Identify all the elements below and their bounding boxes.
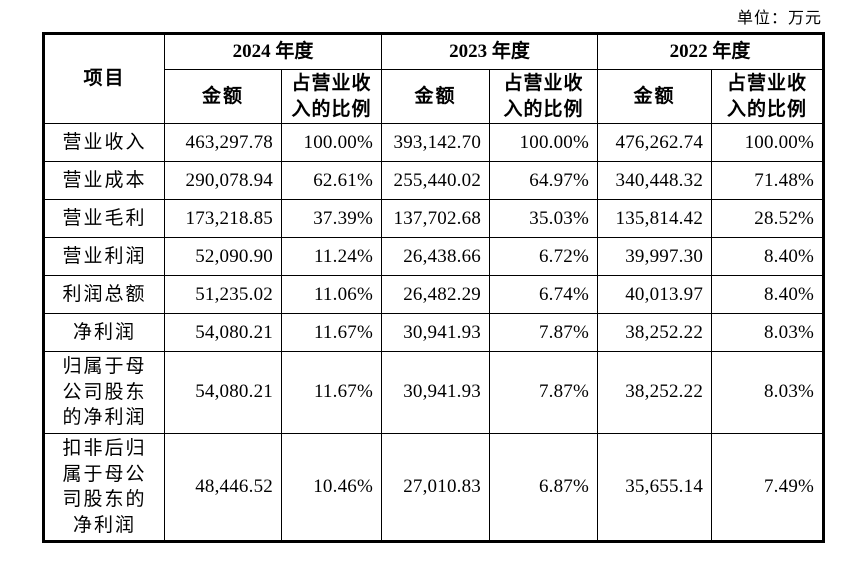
row-label: 扣非后归 属于母公 司股东的 净利润 [43,432,165,543]
year-header-2022: 2022 年度 [597,33,825,70]
ratio-cell: 11.67% [280,351,383,434]
row-label: 归属于母 公司股东 的净利润 [43,351,165,434]
row-label: 净利润 [43,313,165,352]
amount-cell: 26,482.29 [381,275,491,314]
table-row: 营业成本 290,078.94 62.61% 255,440.02 64.97%… [43,161,825,200]
table-row: 营业毛利 173,218.85 37.39% 137,702.68 35.03%… [43,199,825,238]
ratio-cell: 8.03% [711,313,825,352]
ratio-cell: 71.48% [711,161,825,200]
row-label: 营业利润 [43,237,165,276]
ratio-cell: 100.00% [280,123,383,162]
row-label: 利润总额 [43,275,165,314]
amount-cell: 173,218.85 [164,199,282,238]
table-row: 营业收入 463,297.78 100.00% 393,142.70 100.0… [43,123,825,162]
ratio-cell: 7.87% [489,313,599,352]
ratio-cell: 10.46% [280,432,383,543]
amount-cell: 54,080.21 [164,351,282,434]
ratio-cell: 64.97% [489,161,599,200]
amount-cell: 26,438.66 [381,237,491,276]
ratio-cell: 8.03% [711,351,825,434]
ratio-cell: 100.00% [489,123,599,162]
row-label: 营业成本 [43,161,165,200]
amount-cell: 463,297.78 [164,123,282,162]
ratio-header-2023: 占营业收 入的比例 [489,69,599,124]
ratio-header-2024: 占营业收 入的比例 [280,69,383,124]
amount-cell: 38,252.22 [597,351,713,434]
amount-cell: 48,446.52 [164,432,282,543]
amount-cell: 30,941.93 [381,351,491,434]
amount-cell: 38,252.22 [597,313,713,352]
ratio-cell: 11.24% [280,237,383,276]
amount-cell: 393,142.70 [381,123,491,162]
ratio-cell: 37.39% [280,199,383,238]
table-row: 扣非后归 属于母公 司股东的 净利润 48,446.52 10.46% 27,0… [43,432,825,543]
amount-header-2022: 金额 [597,69,713,124]
ratio-cell: 6.74% [489,275,599,314]
amount-cell: 40,013.97 [597,275,713,314]
ratio-cell: 62.61% [280,161,383,200]
table-row: 归属于母 公司股东 的净利润 54,080.21 11.67% 30,941.9… [43,351,825,434]
amount-header-2023: 金额 [381,69,491,124]
amount-cell: 30,941.93 [381,313,491,352]
item-column-header: 项目 [43,33,165,124]
header-row-subcolumns: 金额 占营业收 入的比例 金额 占营业收 入的比例 金额 占营业收 入的比例 [44,69,825,124]
amount-cell: 255,440.02 [381,161,491,200]
amount-cell: 476,262.74 [597,123,713,162]
amount-cell: 52,090.90 [164,237,282,276]
table-row: 净利润 54,080.21 11.67% 30,941.93 7.87% 38,… [43,313,825,352]
year-header-2023: 2023 年度 [381,33,599,70]
ratio-cell: 35.03% [489,199,599,238]
amount-cell: 340,448.32 [597,161,713,200]
table-row: 营业利润 52,090.90 11.24% 26,438.66 6.72% 39… [43,237,825,276]
ratio-cell: 11.06% [280,275,383,314]
amount-cell: 35,655.14 [597,432,713,543]
row-label: 营业收入 [43,123,165,162]
amount-cell: 39,997.30 [597,237,713,276]
amount-cell: 135,814.42 [597,199,713,238]
ratio-cell: 7.49% [711,432,825,543]
amount-cell: 51,235.02 [164,275,282,314]
ratio-cell: 8.40% [711,275,825,314]
ratio-cell: 100.00% [711,123,825,162]
table-row: 利润总额 51,235.02 11.06% 26,482.29 6.74% 40… [43,275,825,314]
ratio-cell: 7.87% [489,351,599,434]
amount-cell: 137,702.68 [381,199,491,238]
ratio-header-2022: 占营业收 入的比例 [711,69,825,124]
amount-header-2024: 金额 [164,69,282,124]
amount-cell: 54,080.21 [164,313,282,352]
amount-cell: 27,010.83 [381,432,491,543]
ratio-cell: 6.87% [489,432,599,543]
financial-summary-table: 项目 2024 年度 2023 年度 2022 年度 金额 占营业收 入的比例 … [42,32,826,544]
row-label: 营业毛利 [43,199,165,238]
ratio-cell: 11.67% [280,313,383,352]
ratio-cell: 6.72% [489,237,599,276]
unit-label: 单位：万元 [736,10,822,27]
amount-cell: 290,078.94 [164,161,282,200]
ratio-cell: 8.40% [711,237,825,276]
header-row-years: 项目 2024 年度 2023 年度 2022 年度 [43,33,825,124]
ratio-cell: 28.52% [711,199,825,238]
year-header-2024: 2024 年度 [163,33,383,70]
